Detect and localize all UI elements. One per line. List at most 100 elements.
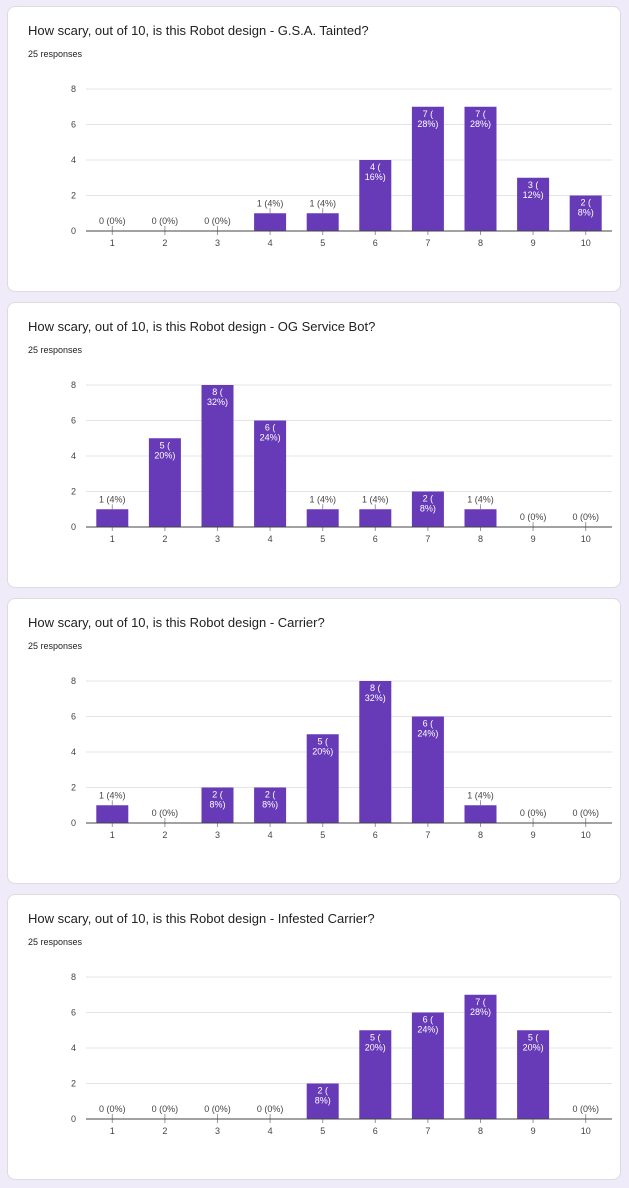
x-tick-label: 4 [268, 1126, 273, 1136]
data-label: 0 (0%) [572, 1104, 599, 1114]
x-tick-label: 9 [531, 830, 536, 840]
data-label: 0 (0%) [520, 808, 547, 818]
data-label: 0 (0%) [99, 1104, 126, 1114]
x-tick-label: 3 [215, 1126, 220, 1136]
data-label: 7 (28%) [470, 109, 491, 129]
bar-chart-carrier: 0 2 4 6 8 1 1 (4%) 2 0 (0%) 3 2 (8%) 4 2 (8%) 5 5 (20%… [71, 676, 612, 840]
bar [306, 734, 339, 823]
bar [201, 787, 234, 823]
data-label: 0 (0%) [99, 216, 126, 226]
chart-card-carrier: How scary, out of 10, is this Robot desi… [7, 598, 621, 884]
data-label: 0 (0%) [204, 216, 231, 226]
x-tick-label: 7 [425, 830, 430, 840]
x-tick-label: 2 [162, 1126, 167, 1136]
x-tick-label: 2 [162, 534, 167, 544]
bar [359, 681, 392, 823]
x-tick-label: 1 [110, 1126, 115, 1136]
x-tick-label: 2 [162, 238, 167, 248]
data-label: 6 (24%) [417, 1015, 438, 1035]
x-tick-label: 5 [320, 830, 325, 840]
x-tick-label: 7 [425, 1126, 430, 1136]
y-tick-label: 8 [71, 676, 76, 686]
bar [411, 716, 444, 823]
data-label: 2 (8%) [209, 790, 225, 810]
bar [464, 994, 497, 1119]
y-tick-label: 4 [71, 451, 76, 461]
bar [464, 509, 497, 527]
data-label: 3 (12%) [523, 180, 544, 200]
data-label: 7 (28%) [470, 997, 491, 1017]
bar [411, 1012, 444, 1119]
data-label: 2 (8%) [262, 790, 278, 810]
chart-card-gsa-tainted: How scary, out of 10, is this Robot desi… [7, 6, 621, 292]
bar [96, 805, 129, 823]
data-label: 0 (0%) [257, 1104, 284, 1114]
data-label: 0 (0%) [572, 808, 599, 818]
x-tick-label: 3 [215, 238, 220, 248]
bar [254, 787, 287, 823]
chart-title: How scary, out of 10, is this Robot desi… [28, 911, 375, 926]
x-tick-label: 6 [373, 238, 378, 248]
data-label: 0 (0%) [520, 512, 547, 522]
bar [464, 805, 497, 823]
bar [569, 195, 602, 231]
data-label: 2 (8%) [420, 494, 436, 514]
data-label: 6 (24%) [260, 423, 281, 443]
y-tick-label: 0 [71, 226, 76, 236]
x-tick-label: 4 [268, 238, 273, 248]
data-label: 2 (8%) [315, 1086, 331, 1106]
chart-card-og-service-bot: How scary, out of 10, is this Robot desi… [7, 302, 621, 588]
y-tick-label: 6 [71, 712, 76, 722]
x-tick-label: 8 [478, 534, 483, 544]
bar [306, 509, 339, 527]
data-label: 4 (16%) [365, 162, 386, 182]
data-label: 1 (4%) [362, 494, 389, 504]
x-tick-label: 8 [478, 1126, 483, 1136]
bar-chart-og-service-bot: 0 2 4 6 8 1 1 (4%) 2 5 (20%) 3 8 (32%) 4 6 (24%) 5 1 (… [71, 380, 612, 544]
y-tick-label: 4 [71, 747, 76, 757]
bar [517, 1030, 550, 1119]
data-label: 1 (4%) [309, 494, 336, 504]
y-tick-label: 8 [71, 972, 76, 982]
data-label: 8 (32%) [207, 387, 228, 407]
data-label: 5 (20%) [312, 736, 333, 756]
data-label: 5 (20%) [154, 440, 175, 460]
bar [254, 420, 287, 527]
y-tick-label: 6 [71, 1008, 76, 1018]
x-tick-label: 10 [581, 534, 591, 544]
x-tick-label: 6 [373, 534, 378, 544]
bar [411, 491, 444, 527]
x-tick-label: 5 [320, 534, 325, 544]
x-tick-label: 1 [110, 830, 115, 840]
x-tick-label: 9 [531, 534, 536, 544]
bar [359, 509, 392, 527]
data-label: 7 (28%) [417, 109, 438, 129]
bar [148, 438, 181, 527]
bar [411, 106, 444, 231]
x-tick-label: 7 [425, 534, 430, 544]
x-tick-label: 1 [110, 238, 115, 248]
y-tick-label: 0 [71, 1114, 76, 1124]
response-count: 25 responses [28, 345, 83, 355]
x-tick-label: 4 [268, 830, 273, 840]
y-tick-label: 4 [71, 155, 76, 165]
x-tick-label: 5 [320, 1126, 325, 1136]
x-tick-label: 4 [268, 534, 273, 544]
chart-title: How scary, out of 10, is this Robot desi… [28, 23, 369, 38]
x-tick-label: 6 [373, 830, 378, 840]
data-label: 1 (4%) [467, 790, 494, 800]
x-tick-label: 5 [320, 238, 325, 248]
bar [254, 213, 287, 231]
x-tick-label: 7 [425, 238, 430, 248]
bar [96, 509, 129, 527]
y-tick-label: 8 [71, 84, 76, 94]
data-label: 1 (4%) [309, 198, 336, 208]
y-tick-label: 8 [71, 380, 76, 390]
data-label: 1 (4%) [257, 198, 284, 208]
data-label: 0 (0%) [572, 512, 599, 522]
response-count: 25 responses [28, 937, 83, 947]
data-label: 2 (8%) [578, 198, 594, 218]
bar [359, 160, 392, 231]
data-label: 0 (0%) [152, 216, 179, 226]
